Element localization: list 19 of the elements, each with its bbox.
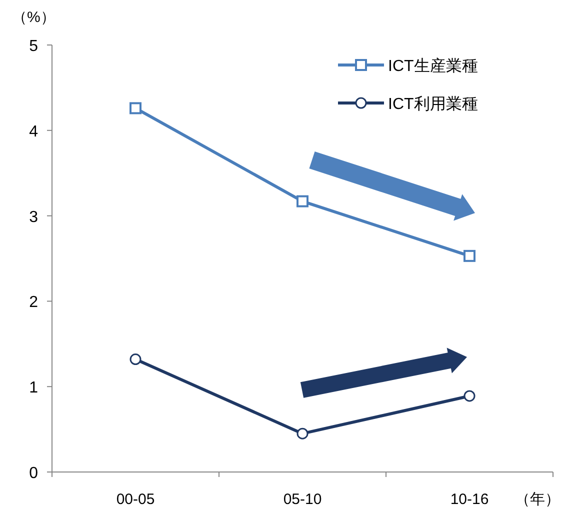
y-tick-label: 5 bbox=[29, 38, 38, 55]
y-axis-title: （%） bbox=[12, 9, 56, 26]
x-axis-title: （年） bbox=[515, 491, 560, 508]
y-tick-label: 2 bbox=[29, 294, 38, 312]
y-tick-label: 1 bbox=[29, 380, 38, 397]
x-tick-label: 00-05 bbox=[116, 491, 155, 508]
point bbox=[464, 250, 476, 262]
x-tick-label: 10-16 bbox=[450, 491, 489, 508]
point bbox=[130, 354, 142, 366]
point bbox=[296, 428, 308, 440]
y-tick-label: 0 bbox=[29, 465, 38, 482]
legend-label: ICT生産業種 bbox=[388, 57, 478, 75]
x-tick-label: 05-10 bbox=[283, 491, 322, 508]
y-tick-label: 3 bbox=[29, 208, 38, 226]
point bbox=[130, 102, 142, 114]
point bbox=[296, 195, 308, 208]
legend-label: ICT利用業種 bbox=[388, 95, 478, 113]
point bbox=[464, 390, 476, 402]
y-tick-label: 4 bbox=[29, 123, 38, 140]
